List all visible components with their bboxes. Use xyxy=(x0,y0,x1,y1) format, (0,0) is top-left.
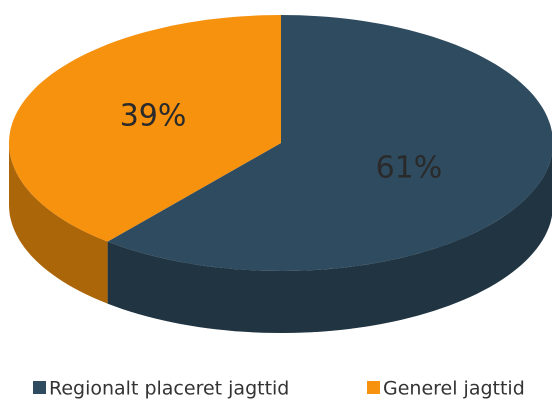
legend-label: Generel jagttid xyxy=(383,378,525,400)
data-label: 39% xyxy=(120,98,187,133)
legend-swatch xyxy=(33,381,46,394)
slice xyxy=(9,15,281,242)
slice-side-shade xyxy=(9,143,108,304)
slice-side-shade xyxy=(107,153,552,333)
slice-side xyxy=(9,143,108,304)
slice-side xyxy=(107,153,552,333)
slice xyxy=(107,15,552,271)
legend-swatch xyxy=(367,381,380,394)
legend-label: Regionalt placeret jagttid xyxy=(49,378,289,400)
data-label: 61% xyxy=(376,151,443,186)
